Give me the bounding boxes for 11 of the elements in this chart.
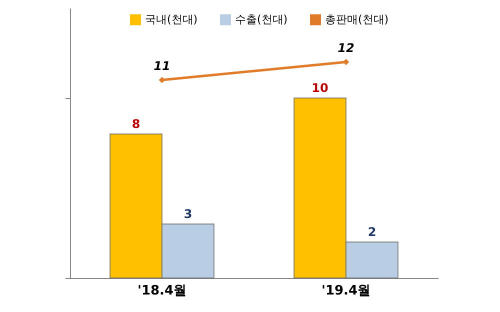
data-label: 10 xyxy=(312,81,328,95)
x-tick-label: '19.4월 xyxy=(321,284,371,298)
legend-label: 국내(천대) xyxy=(145,12,198,26)
data-label: 2 xyxy=(368,225,376,239)
data-label: 8 xyxy=(132,117,140,131)
data-label: 12 xyxy=(338,41,354,55)
x-tick-label: '18.4월 xyxy=(137,284,187,298)
legend-label: 수출(천대) xyxy=(235,12,288,26)
legend-label: 총판매(천대) xyxy=(325,12,389,26)
data-label: 11 xyxy=(154,59,170,73)
data-label: 3 xyxy=(184,207,192,221)
